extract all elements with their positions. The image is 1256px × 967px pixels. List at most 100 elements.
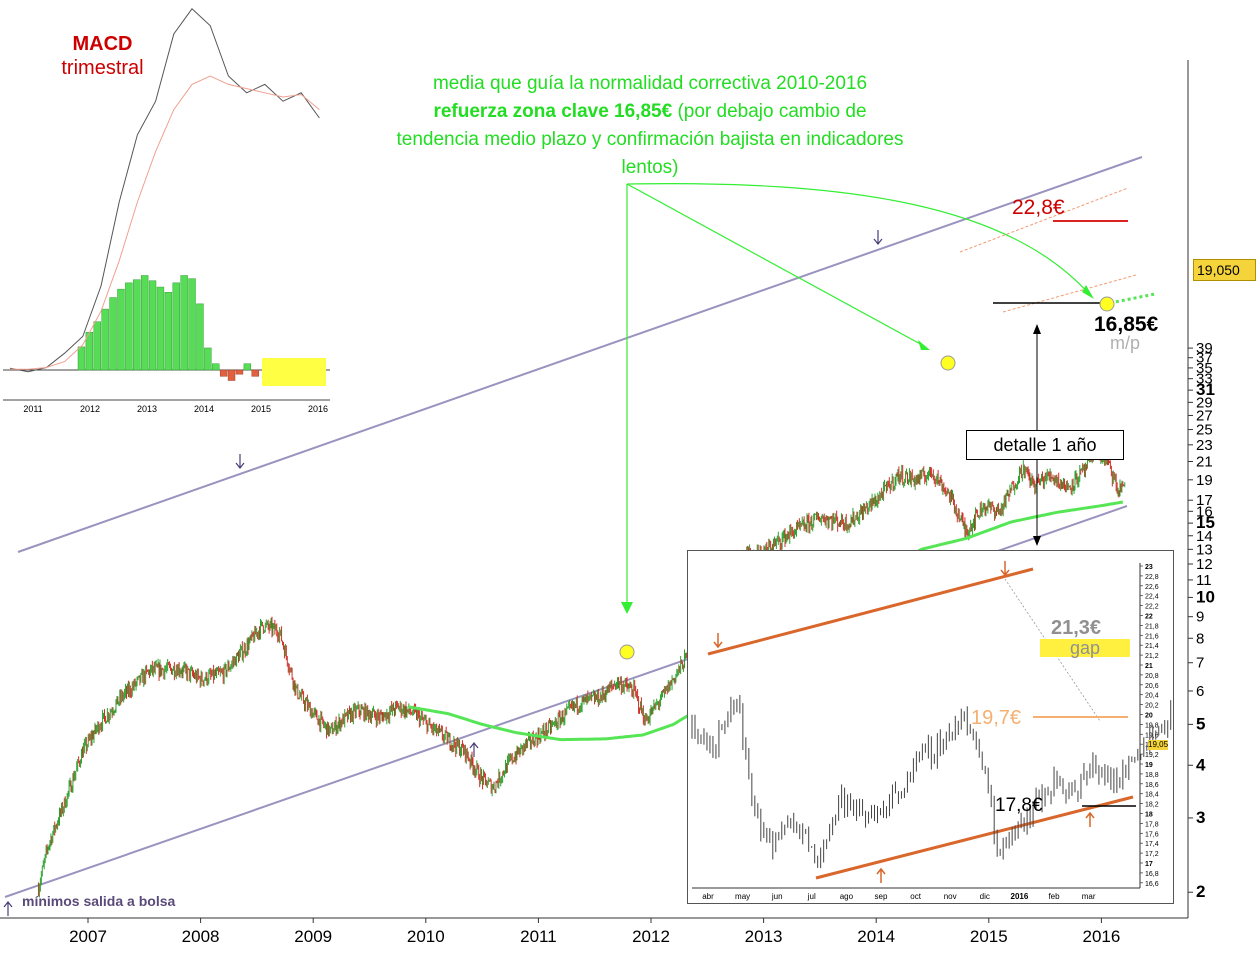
macd-histogram-bar — [140, 275, 149, 371]
inset-x-tick-label: 2016 — [1011, 892, 1029, 901]
y-tick-label: 35 — [1196, 360, 1213, 377]
macd-histogram-bar — [133, 279, 141, 371]
y-tick-label: 11 — [1196, 572, 1212, 589]
inset-y-tick-label: 18,2 — [1145, 802, 1159, 809]
x-tick-label: 2013 — [745, 927, 783, 946]
inset-y-tick-label: 19,2 — [1145, 752, 1159, 759]
macd-histogram-bar — [212, 363, 220, 371]
moving-average-note: media que guía la normalidad correctiva … — [395, 70, 905, 182]
inset-y-tick-label: 21,6 — [1145, 633, 1159, 640]
macd-histogram-bar — [93, 321, 101, 371]
inset-y-tick-label: 21,8 — [1145, 623, 1159, 630]
touch-point-1 — [619, 644, 635, 660]
x-tick-label: 2015 — [970, 927, 1008, 946]
last-price-badge: 19,050 — [1193, 259, 1256, 281]
macd-title: MACD trimestral — [45, 32, 160, 80]
macd-subtitle-label: trimestral — [61, 57, 144, 79]
y-tick-label: 8 — [1196, 630, 1204, 647]
price-candles — [37, 446, 1126, 898]
arrow-head-2016 — [1082, 285, 1094, 299]
level-key-sublabel: m/p — [1110, 333, 1141, 353]
detail-inset-chart: 16,6 16,8 17 17,2 17,4 17,6 17,8 18 18,2 18,4 18,6… — [687, 550, 1174, 904]
arrow-to-2016 — [626, 183, 1091, 296]
y-tick-label: 33 — [1196, 371, 1213, 388]
y-tick-label: 4 — [1196, 755, 1206, 774]
x-tick-label: 2014 — [857, 927, 895, 946]
inset-y-tick-label: 20 — [1145, 713, 1153, 720]
note-text-bold: refuerza zona clave 16,85€ — [433, 101, 673, 122]
inset-arrow-sep — [876, 867, 886, 883]
level-key-label: 16,85€ — [1094, 313, 1159, 336]
macd-x-tick-label: 2013 — [137, 404, 157, 414]
inset-y-tick-label: 23 — [1145, 564, 1153, 571]
macd-x-tick-label: 2011 — [23, 404, 42, 414]
x-tick-label: 2008 — [182, 927, 220, 946]
detail-arrow-up — [1033, 324, 1041, 334]
inset-y-tick-label: 20,2 — [1145, 703, 1159, 710]
marker-arrow-2014 — [873, 230, 883, 245]
inset-x-tick-label: mar — [1082, 892, 1096, 901]
inset-x-tick-label: feb — [1048, 892, 1060, 901]
y-tick-label: 15 — [1196, 513, 1215, 532]
level-high-label: 22,8€ — [1012, 196, 1065, 219]
inset-y-tick-label: 22 — [1145, 614, 1153, 621]
macd-histogram-bar — [204, 347, 212, 371]
inset-y-tick-label: 21,4 — [1145, 643, 1159, 650]
y-tick-label: 31 — [1196, 380, 1215, 399]
macd-histogram-bar — [156, 286, 165, 371]
ipo-note-label: mínimos salida a bolsa — [22, 893, 176, 909]
macd-x-tick-label: 2012 — [80, 404, 100, 414]
x-tick-label: 2016 — [1082, 927, 1120, 946]
y-tick-label: 17 — [1196, 492, 1213, 509]
inset-y-tick-label: 20,8 — [1145, 673, 1159, 680]
inset-x-tick-label: may — [735, 892, 750, 901]
y-tick-label: 27 — [1196, 407, 1213, 424]
inset-last-price-badge: 19,05 — [1148, 740, 1169, 750]
marker-arrow-2008 — [235, 454, 245, 469]
x-tick-label: 2007 — [69, 927, 107, 946]
touch-point-2 — [940, 355, 956, 371]
macd-panel: 2011 2012 2013 2014 2015 2016 — [3, 2, 331, 415]
inset-y-tick-label: 16,8 — [1145, 871, 1159, 878]
channel-upper-line — [17, 156, 1143, 553]
inset-y-tick-label: 16,6 — [1145, 881, 1159, 888]
macd-x-tick-label: 2015 — [251, 404, 271, 414]
inset-y-tick-label: 20,6 — [1145, 683, 1159, 690]
y-tick-label: 37 — [1196, 350, 1213, 367]
macd-line — [9, 8, 320, 373]
inset-x-tick-label: abr — [702, 892, 714, 901]
y-tick-label: 9 — [1196, 609, 1204, 626]
inset-arrow-apr — [713, 633, 723, 649]
detail-arrow-down — [1033, 536, 1041, 546]
note-text-1: media que guía la normalidad correctiva … — [432, 73, 868, 94]
x-tick-label: 2011 — [520, 927, 557, 946]
inset-y-tick-label: 18,4 — [1145, 792, 1159, 799]
arrow-to-2014 — [626, 183, 925, 347]
inset-arrow-feb — [1085, 811, 1095, 827]
y-tick-label: 13 — [1196, 541, 1213, 558]
arrow-head-2014 — [918, 340, 930, 350]
inset-y-tick-label: 22,6 — [1145, 584, 1159, 591]
marker-arrow-2010 — [469, 742, 479, 757]
y-tick-label: 19 — [1196, 472, 1213, 489]
x-tick-label: 2009 — [294, 927, 332, 946]
macd-title-label: MACD — [72, 33, 133, 55]
support-label: 17,8€ — [995, 795, 1043, 816]
macd-histogram-bar — [243, 363, 252, 371]
inset-x-tick-label: sep — [875, 892, 888, 901]
y-tick-label: 2 — [1196, 882, 1205, 901]
inset-y-tick-label: 17,6 — [1145, 831, 1159, 838]
macd-histogram-bar — [251, 369, 259, 377]
inset-x-tick-label: ago — [840, 892, 854, 901]
macd-histogram-bar — [172, 282, 180, 371]
x-tick-label: 2010 — [407, 927, 445, 946]
y-tick-label: 7 — [1196, 655, 1204, 672]
inset-y-tick-label: 22,2 — [1145, 604, 1159, 611]
inset-y-tick-label: 21 — [1145, 663, 1153, 670]
y-tick-label: 12 — [1196, 556, 1213, 573]
inset-arrow-dic — [1000, 561, 1010, 577]
macd-histogram-bar — [125, 282, 133, 371]
inset-x-tick-label: jul — [807, 892, 816, 901]
macd-negative-zone — [262, 358, 326, 386]
